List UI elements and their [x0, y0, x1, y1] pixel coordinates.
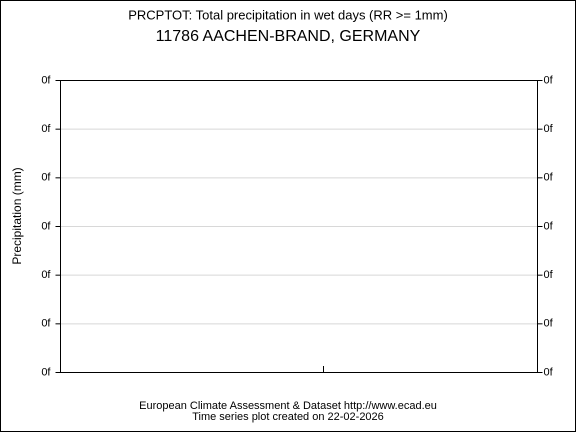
- chart-title: PRCPTOT: Total precipitation in wet days…: [128, 7, 448, 22]
- footer-line: European Climate Assessment & Dataset ht…: [139, 400, 437, 412]
- y-tick-label: 0f: [41, 172, 51, 184]
- y2-tick-label: 0f: [544, 74, 554, 86]
- chart-subtitle: 11786 AACHEN-BRAND, GERMANY: [156, 28, 421, 45]
- y-axis-label: Precipitation (mm): [10, 167, 24, 264]
- y2-tick-label: 0f: [544, 269, 554, 281]
- footer-line: Time series plot created on 22-02-2026: [192, 411, 384, 423]
- y-tick-label: 0f: [41, 123, 51, 135]
- y2-tick-label: 0f: [544, 366, 554, 378]
- y2-tick-label: 0f: [544, 318, 554, 330]
- y-tick-label: 0f: [41, 74, 51, 86]
- y-tick-label: 0f: [41, 366, 51, 378]
- y-tick-label: 0f: [41, 269, 51, 281]
- y2-tick-label: 0f: [544, 123, 554, 135]
- y2-tick-label: 0f: [544, 172, 554, 184]
- y-tick-label: 0f: [41, 318, 51, 330]
- y-tick-label: 0f: [41, 220, 51, 232]
- y2-tick-label: 0f: [544, 220, 554, 232]
